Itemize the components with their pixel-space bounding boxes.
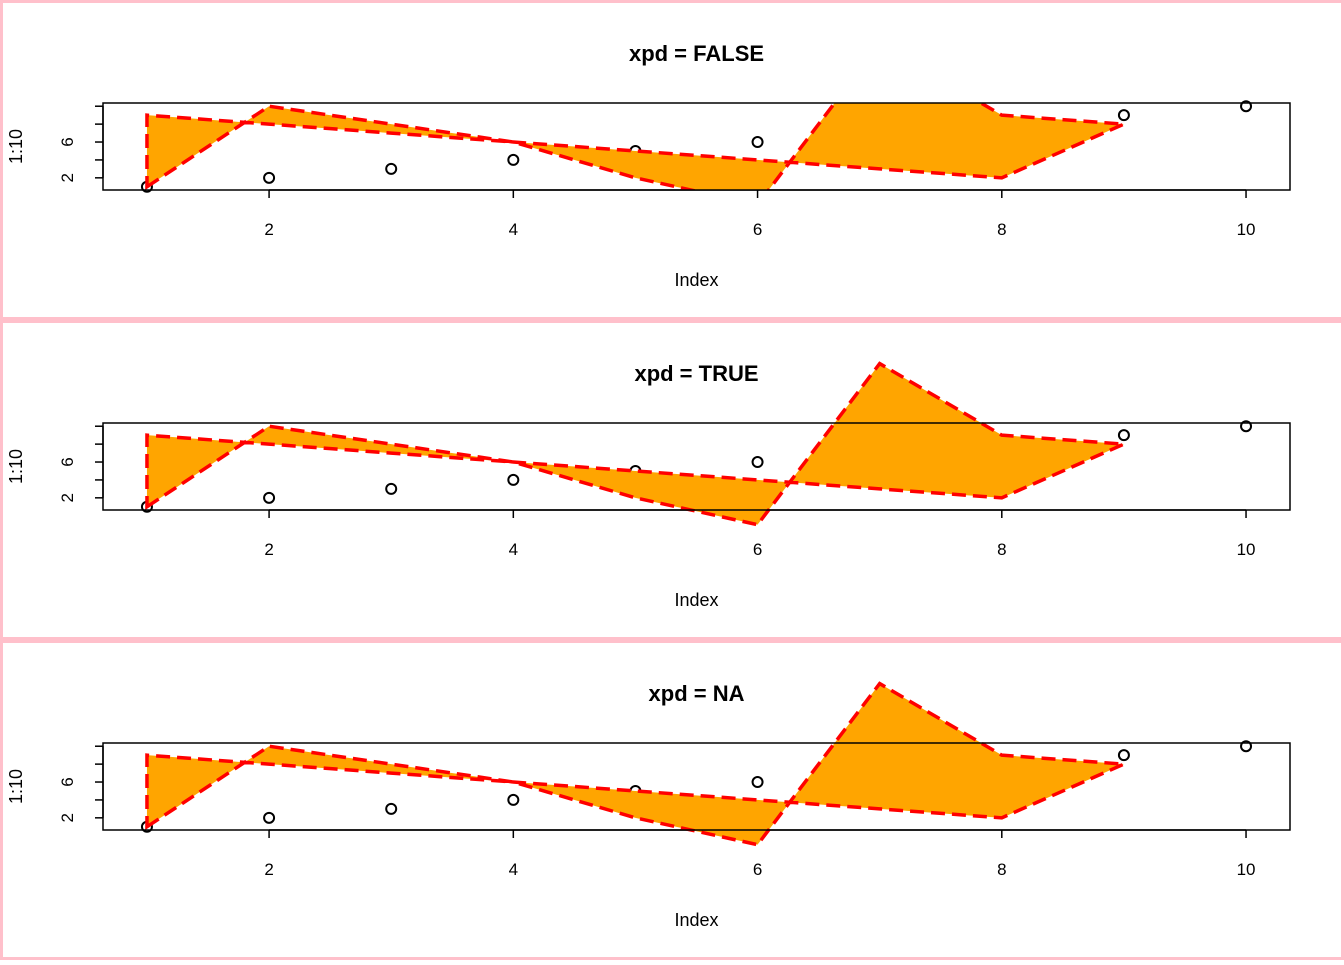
x-tick-label: 2 <box>264 860 273 879</box>
x-tick-label: 8 <box>997 540 1006 559</box>
point <box>1240 420 1253 433</box>
point <box>1240 100 1253 113</box>
x-axis-label: Index <box>674 590 718 610</box>
x-tick-label: 4 <box>509 220 518 239</box>
plot-box <box>102 102 1291 191</box>
x-axis-label: Index <box>674 270 718 290</box>
y-tick-label: 6 <box>58 457 77 466</box>
y-tick-label: 6 <box>58 137 77 146</box>
polygon <box>145 681 1125 847</box>
x-tick-label: 2 <box>264 220 273 239</box>
chart-title: xpd = TRUE <box>634 361 758 386</box>
figure-border <box>0 320 1344 640</box>
x-axis-label: Index <box>674 910 718 930</box>
point <box>507 473 520 486</box>
point <box>507 153 520 166</box>
y-tick-label: 6 <box>58 777 77 786</box>
polygon <box>145 361 1125 527</box>
x-tick-label: 10 <box>1237 860 1256 879</box>
point <box>1117 109 1130 122</box>
x-tick-label: 8 <box>997 860 1006 879</box>
panel: xpd = FALSE Index 1:10 2 4 6 8 10 2 6 <box>0 0 1344 320</box>
point <box>751 776 764 789</box>
y-axis-label: 1:10 <box>6 449 26 484</box>
plot-box <box>102 742 1291 831</box>
point <box>263 811 276 824</box>
x-tick-label: 10 <box>1237 540 1256 559</box>
y-tick-label: 2 <box>58 813 77 822</box>
panel: xpd = TRUE Index 1:10 2 4 6 8 10 2 6 <box>0 320 1344 640</box>
y-tick-label: 2 <box>58 493 77 502</box>
plot-box <box>102 422 1291 511</box>
point <box>1117 429 1130 442</box>
x-tick-label: 2 <box>264 540 273 559</box>
point <box>751 456 764 469</box>
point <box>1240 740 1253 753</box>
x-tick-label: 6 <box>753 220 762 239</box>
point <box>385 802 398 815</box>
panel: xpd = NA Index 1:10 2 4 6 8 10 2 6 <box>0 640 1344 960</box>
point <box>751 136 764 149</box>
point <box>263 171 276 184</box>
y-axis-label: 1:10 <box>6 129 26 164</box>
point <box>263 491 276 504</box>
point <box>507 793 520 806</box>
x-tick-label: 6 <box>753 860 762 879</box>
figure-border <box>0 0 1344 320</box>
chart-title: xpd = NA <box>649 681 745 706</box>
polygon <box>145 103 1125 190</box>
point <box>385 162 398 175</box>
y-tick-label: 2 <box>58 173 77 182</box>
point <box>1117 749 1130 762</box>
x-tick-label: 4 <box>509 540 518 559</box>
x-tick-label: 10 <box>1237 220 1256 239</box>
x-tick-label: 8 <box>997 220 1006 239</box>
point <box>385 482 398 495</box>
figure-border <box>0 640 1344 960</box>
y-axis-label: 1:10 <box>6 769 26 804</box>
chart-title: xpd = FALSE <box>629 41 764 66</box>
x-tick-label: 6 <box>753 540 762 559</box>
x-tick-label: 4 <box>509 860 518 879</box>
